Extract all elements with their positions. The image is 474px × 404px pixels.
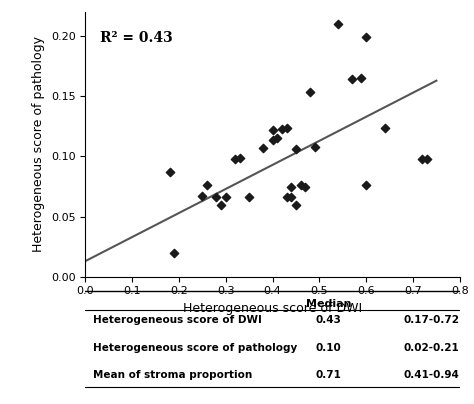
Text: R² = 0.43: R² = 0.43 bbox=[100, 31, 173, 45]
Text: 0.10: 0.10 bbox=[316, 343, 342, 353]
Text: 0.43: 0.43 bbox=[316, 315, 342, 325]
Point bbox=[301, 183, 309, 190]
Text: Median: Median bbox=[306, 299, 351, 309]
Point bbox=[311, 143, 319, 150]
Point bbox=[212, 194, 220, 201]
Point bbox=[171, 250, 178, 256]
Point bbox=[297, 182, 304, 189]
Point bbox=[283, 124, 291, 131]
Point bbox=[362, 34, 370, 41]
Point bbox=[287, 183, 295, 190]
Point bbox=[246, 194, 253, 201]
X-axis label: Heterogeneous score of DWI: Heterogeneous score of DWI bbox=[183, 302, 362, 315]
Point bbox=[231, 156, 239, 162]
Point bbox=[362, 182, 370, 189]
Point bbox=[236, 154, 244, 161]
Point bbox=[217, 201, 225, 208]
Point bbox=[269, 127, 276, 133]
Text: Heterogeneous score of pathology: Heterogeneous score of pathology bbox=[93, 343, 297, 353]
Point bbox=[292, 146, 300, 152]
Text: Mean of stroma proportion: Mean of stroma proportion bbox=[93, 370, 252, 380]
Point bbox=[283, 194, 291, 201]
Point bbox=[348, 76, 356, 83]
Text: 0.41-0.94: 0.41-0.94 bbox=[403, 370, 459, 380]
Y-axis label: Heterogeneous score of pathology: Heterogeneous score of pathology bbox=[32, 36, 46, 252]
Point bbox=[273, 135, 281, 142]
Point bbox=[381, 124, 389, 131]
Text: 0.02-0.21: 0.02-0.21 bbox=[403, 343, 459, 353]
Point bbox=[278, 126, 286, 132]
Point bbox=[259, 145, 267, 151]
Point bbox=[334, 21, 342, 27]
Point bbox=[166, 169, 173, 175]
Point bbox=[423, 156, 431, 162]
Point bbox=[203, 182, 211, 189]
Point bbox=[419, 156, 426, 162]
Point bbox=[222, 194, 229, 201]
Text: Heterogeneous score of DWI: Heterogeneous score of DWI bbox=[93, 315, 262, 325]
Text: 0.71: 0.71 bbox=[316, 370, 342, 380]
Point bbox=[306, 88, 314, 95]
Point bbox=[287, 194, 295, 201]
Point bbox=[358, 75, 365, 82]
Point bbox=[292, 201, 300, 208]
Point bbox=[269, 137, 276, 143]
Point bbox=[199, 193, 206, 200]
Text: 0.17-0.72: 0.17-0.72 bbox=[403, 315, 460, 325]
